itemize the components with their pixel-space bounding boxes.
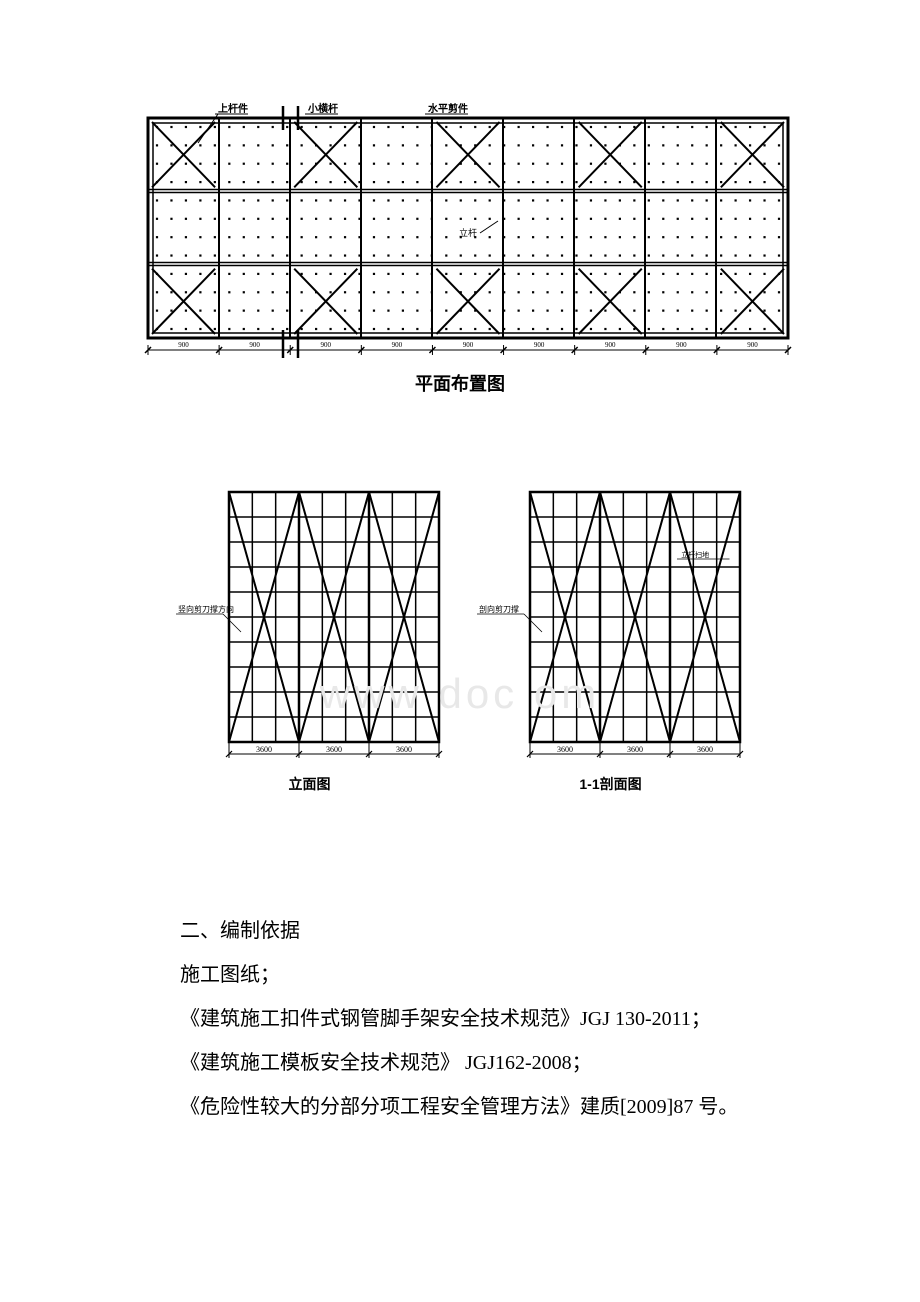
text-line-3: 《危险性较大的分部分项工程安全管理方法》建质[2009]87 号。 — [140, 1085, 780, 1129]
plan-view-block: 上杆件小横杆水平剪件立杆900900900900900900900900900 … — [140, 100, 780, 396]
section-block: 剖向剪刀撑 立杆扫地 3600 3600 3600 1-1剖面图 — [475, 486, 746, 794]
svg-text:900: 900 — [463, 341, 474, 349]
svg-text:900: 900 — [392, 341, 403, 349]
plan-view-diagram: 上杆件 小横杆 水平剪件立杆 900 900 900 900 900 900 900 900 900 — [140, 100, 780, 360]
section-heading: 二、编制依据 — [140, 909, 780, 953]
section-svg: 剖向剪刀撑 立杆扫地 3600 3600 3600 — [475, 486, 746, 766]
svg-text:900: 900 — [321, 341, 332, 349]
svg-text:上杆件: 上杆件 — [218, 102, 248, 115]
text-line-2: 《建筑施工模板安全技术规范》 JGJ162-2008； — [140, 1041, 780, 1085]
svg-text:900: 900 — [534, 341, 545, 349]
svg-text:900: 900 — [605, 341, 616, 349]
svg-text:竖向剪刀撑方向: 竖向剪刀撑方向 — [178, 604, 234, 614]
svg-text:剖向剪刀撑: 剖向剪刀撑 — [479, 604, 519, 614]
svg-text:900: 900 — [178, 341, 189, 349]
svg-text:3600: 3600 — [627, 745, 643, 754]
page-content: 上杆件小横杆水平剪件立杆900900900900900900900900900 … — [0, 0, 920, 1209]
elevation-title: 立面图 — [289, 774, 331, 794]
svg-text:小横杆: 小横杆 — [307, 102, 338, 115]
text-line-1: 《建筑施工扣件式钢管脚手架安全技术规范》JGJ 130-2011； — [140, 997, 780, 1041]
svg-text:立杆扫地: 立杆扫地 — [681, 550, 709, 559]
elevation-block: 竖向剪刀撑方向 3600 3600 3600 立面图 — [174, 486, 445, 794]
plan-view-title: 平面布置图 — [140, 370, 780, 396]
svg-text:3600: 3600 — [326, 745, 342, 754]
svg-text:3600: 3600 — [256, 745, 272, 754]
elevation-svg: 竖向剪刀撑方向 3600 3600 3600 — [174, 486, 445, 766]
svg-text:3600: 3600 — [557, 745, 573, 754]
plan-view-svg: 上杆件 小横杆 水平剪件立杆 900 900 900 900 900 900 900 900 900 — [140, 100, 796, 368]
svg-text:3600: 3600 — [697, 745, 713, 754]
svg-text:900: 900 — [249, 341, 260, 349]
text-line-0: 施工图纸； — [140, 953, 780, 997]
text-section: 二、编制依据 施工图纸； 《建筑施工扣件式钢管脚手架安全技术规范》JGJ 130… — [140, 909, 780, 1129]
section-title: 1-1剖面图 — [579, 774, 641, 794]
elevation-section-row: 竖向剪刀撑方向 3600 3600 3600 立面图 剖向剪刀撑 立杆扫地 3600 360… — [140, 486, 780, 794]
svg-text:3600: 3600 — [396, 745, 412, 754]
svg-text:立杆: 立杆 — [459, 227, 477, 238]
svg-text:900: 900 — [676, 341, 687, 349]
svg-text:水平剪件: 水平剪件 — [427, 102, 468, 115]
svg-text:900: 900 — [747, 341, 758, 349]
